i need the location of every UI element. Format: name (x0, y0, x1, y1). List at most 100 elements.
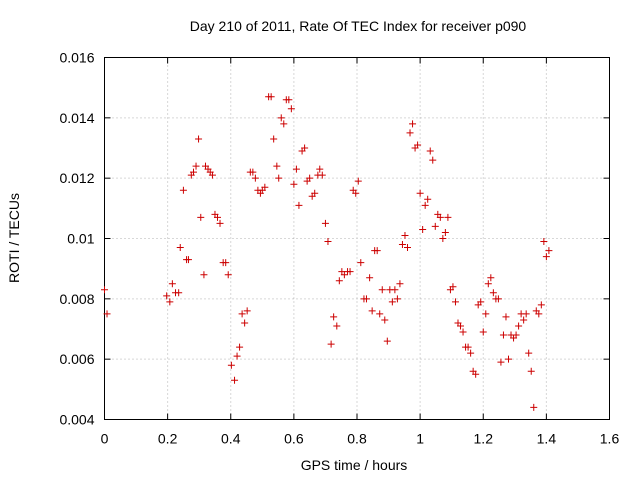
data-point (497, 358, 505, 366)
data-point (273, 162, 281, 170)
data-point (287, 105, 295, 113)
data-point (352, 189, 360, 197)
data-point (101, 286, 108, 294)
data-point (166, 298, 174, 306)
data-point (216, 219, 224, 227)
data-point (324, 238, 332, 246)
data-point (512, 331, 520, 339)
data-point (335, 277, 343, 285)
data-point (231, 376, 239, 384)
data-point (251, 174, 259, 182)
data-point (401, 231, 409, 239)
data-point (301, 144, 309, 152)
data-point (520, 316, 528, 324)
data-point (327, 340, 335, 348)
data-point (321, 219, 329, 227)
data-point (530, 403, 538, 411)
x-tick-label: 1.6 (600, 431, 620, 447)
data-point (233, 352, 241, 360)
data-point (404, 244, 411, 252)
y-tick-label: 0.01 (67, 231, 94, 247)
data-point (175, 289, 183, 297)
x-tick-label: 0 (101, 431, 109, 447)
data-point (457, 322, 465, 330)
data-point (168, 280, 176, 288)
data-point (190, 168, 198, 176)
data-point (484, 280, 492, 288)
data-point (241, 319, 249, 327)
data-point (306, 174, 314, 182)
y-tick-label: 0.004 (59, 412, 94, 428)
data-point (381, 316, 389, 324)
data-point (192, 162, 200, 170)
data-point (224, 271, 232, 279)
data-point (179, 186, 187, 194)
data-point (197, 213, 205, 221)
data-point (277, 114, 285, 122)
data-point (318, 171, 326, 179)
data-point (467, 349, 475, 357)
data-point (396, 280, 404, 288)
data-point (391, 286, 399, 294)
data-point (431, 222, 439, 230)
data-point (176, 244, 184, 252)
data-point (472, 370, 480, 378)
data-point (261, 183, 269, 191)
data-point (236, 343, 244, 351)
data-point (449, 283, 457, 291)
data-point (439, 235, 447, 242)
data-point (451, 298, 459, 306)
data-point (419, 225, 427, 233)
data-point (290, 180, 298, 188)
data-point (522, 310, 530, 318)
data-point (163, 292, 171, 300)
data-points (101, 93, 553, 411)
data-point (243, 307, 251, 315)
data-point (441, 228, 449, 236)
data-point (429, 156, 437, 164)
data-point (464, 343, 472, 351)
data-point (208, 171, 216, 179)
x-tick-label: 0.4 (221, 431, 241, 447)
data-point (354, 177, 362, 185)
x-tick-label: 0.2 (158, 431, 178, 447)
data-point (267, 93, 275, 101)
data-point (330, 313, 338, 321)
data-point (482, 310, 490, 318)
data-point (502, 313, 510, 321)
y-tick-label: 0.014 (59, 110, 94, 126)
data-point (398, 241, 406, 249)
data-point (540, 238, 548, 246)
x-tick-label: 1 (416, 431, 424, 447)
y-tick-label: 0.016 (59, 50, 94, 66)
data-point (373, 247, 381, 255)
data-point (275, 174, 283, 182)
data-point (515, 322, 523, 330)
data-point (459, 328, 467, 336)
data-point (537, 301, 545, 309)
data-point (489, 289, 497, 297)
data-point (444, 213, 452, 221)
data-point (393, 295, 401, 303)
data-point (368, 307, 376, 315)
data-point (346, 268, 354, 276)
data-point (333, 322, 341, 330)
data-point (409, 120, 417, 128)
data-point (357, 259, 365, 267)
data-point (270, 135, 278, 143)
data-point (362, 295, 370, 303)
data-point (340, 271, 348, 279)
data-point (383, 337, 391, 345)
y-tick-label: 0.006 (59, 351, 94, 367)
data-point (280, 120, 288, 128)
data-point (406, 129, 414, 137)
x-tick-label: 1.4 (537, 431, 557, 447)
data-point (525, 349, 533, 357)
data-point (103, 310, 111, 318)
x-axis-label: GPS time / hours (301, 457, 408, 473)
data-point (292, 165, 300, 173)
x-tick-label: 1.2 (474, 431, 494, 447)
grid-lines (104, 57, 610, 420)
y-axis-label: ROTI / TECUs (6, 193, 22, 283)
